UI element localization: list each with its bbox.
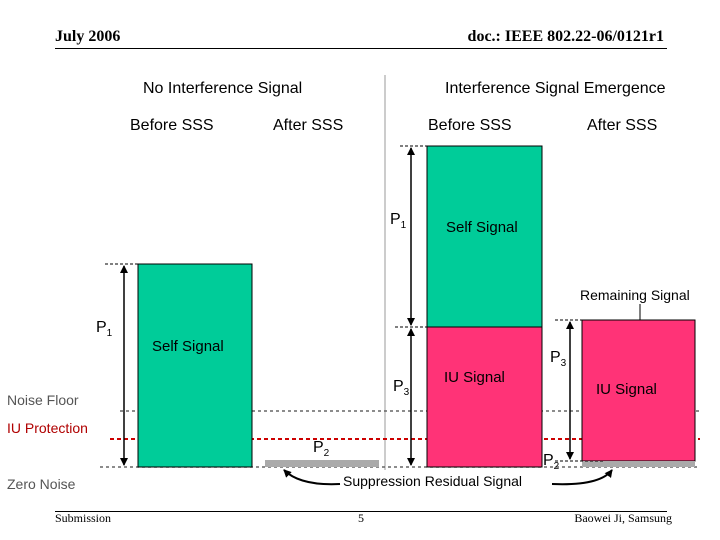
header-rule <box>55 48 667 49</box>
right-iu-signal-label-after: IU Signal <box>596 381 657 398</box>
footer-page-number: 5 <box>358 511 364 525</box>
right-section-title: Interference Signal Emergence <box>445 80 666 97</box>
left-self-signal-label: Self Signal <box>152 338 224 355</box>
right-iu-signal-label-before: IU Signal <box>444 369 505 386</box>
footer-rule <box>55 511 667 512</box>
right-p3-label: P3 <box>393 378 410 399</box>
footer-author: Baowei Ji, Samsung <box>574 511 672 525</box>
right-self-signal-bar <box>426 145 543 328</box>
header-date: July 2006 <box>55 28 121 45</box>
footer-submission: Submission <box>55 511 112 525</box>
right-iu-signal-bar-before <box>426 326 543 468</box>
left-after-sss-label: After SSS <box>273 117 344 134</box>
right-self-signal-label: Self Signal <box>446 219 518 236</box>
left-self-signal-bar <box>137 263 253 468</box>
left-residual-bar <box>265 460 379 467</box>
right-iu-signal-bar-after <box>581 319 696 462</box>
right-residual-bar <box>582 461 695 467</box>
right-after-sss-label: After SSS <box>587 117 658 134</box>
right-after-p2-label: P2 <box>543 452 560 473</box>
left-before-sss-label: Before SSS <box>130 117 214 134</box>
noise-floor-label: Noise Floor <box>7 392 79 408</box>
header-doc-id: doc.: IEEE 802.22-06/0121r1 <box>467 28 664 45</box>
suppression-arrow-left <box>283 469 341 486</box>
remaining-signal-label: Remaining Signal <box>580 287 690 303</box>
suppression-arrow-right <box>551 469 613 486</box>
suppression-residual-label: Suppression Residual Signal <box>343 473 522 489</box>
right-p1-label: P1 <box>390 211 407 232</box>
zero-noise-label: Zero Noise <box>7 476 76 492</box>
right-after-p3-label: P3 <box>550 349 567 370</box>
right-before-sss-label: Before SSS <box>428 117 512 134</box>
iu-protection-label: IU Protection <box>7 420 88 436</box>
left-p1-label: P1 <box>96 319 113 340</box>
left-section-title: No Interference Signal <box>143 80 303 97</box>
left-p2-label: P2 <box>313 439 330 460</box>
